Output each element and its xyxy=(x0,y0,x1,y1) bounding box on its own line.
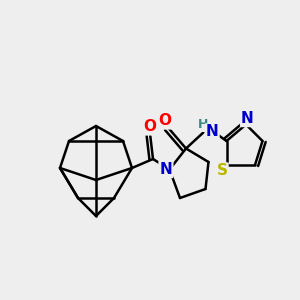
Text: H: H xyxy=(198,118,208,131)
Text: O: O xyxy=(158,113,171,128)
Text: N: N xyxy=(160,162,172,177)
Text: N: N xyxy=(241,111,254,126)
Text: O: O xyxy=(143,119,157,134)
Text: N: N xyxy=(206,124,218,140)
Text: S: S xyxy=(217,164,227,178)
